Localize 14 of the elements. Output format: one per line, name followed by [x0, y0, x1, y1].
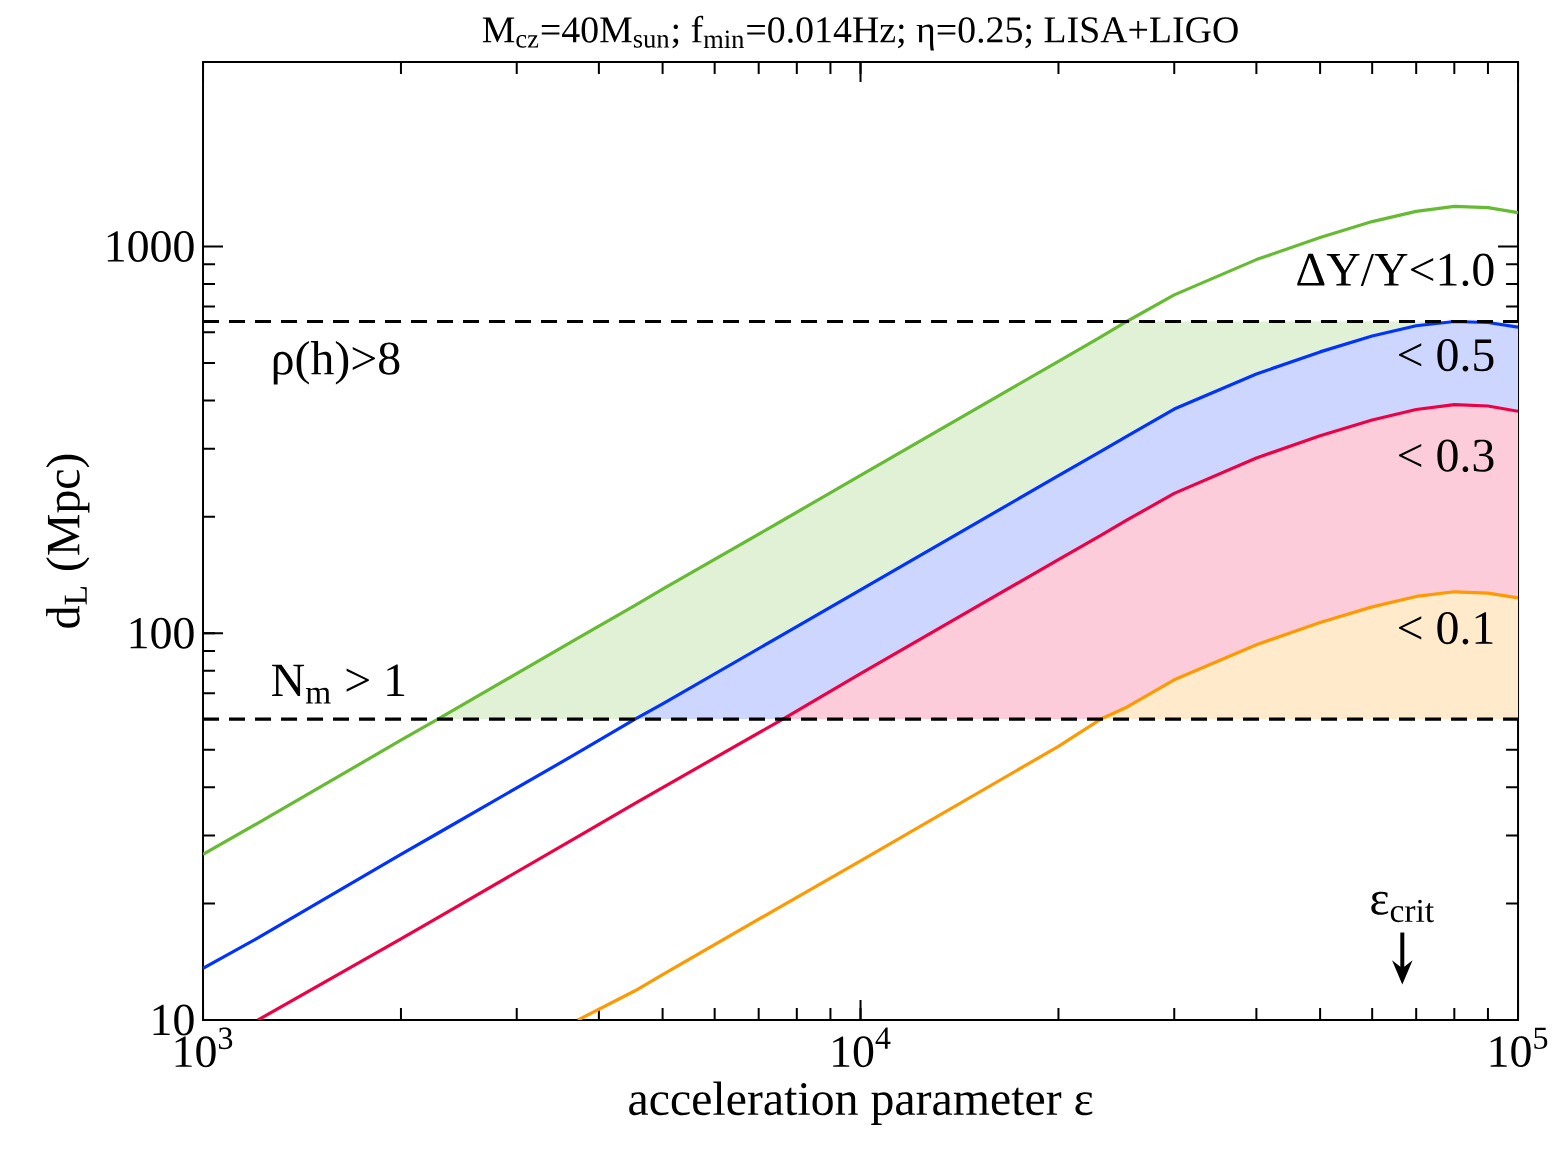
- x-axis-title: acceleration parameter ε: [629, 1081, 1093, 1125]
- annotation: < 0.3: [1398, 439, 1494, 472]
- x-tick-label: 10$^{5}$: [1490, 1027, 1548, 1068]
- y-tick-label: 100: [130, 617, 194, 649]
- annotation: ΔY/Y<1.0: [1297, 253, 1494, 287]
- ref-line-label: ρ(h)>8: [273, 341, 400, 385]
- annotation: < 0.1: [1398, 611, 1493, 645]
- ref-line-label: N$_{m}$ > 1: [272, 664, 405, 704]
- annotation: ε$_{crit}$: [1371, 891, 1434, 923]
- chart-title: M$_{cz}$=40M$_{sun}$; f$_{min}$=0.014Hz; η=0.25; LISA+LIGO: [482, 15, 1238, 51]
- y-tick-label: 1000: [107, 231, 194, 262]
- annotation: < 0.5: [1398, 338, 1494, 372]
- x-tick-label: 10$^{4}$: [833, 1027, 891, 1068]
- y-axis-title: d$_{L}$ (Mpc): [46, 454, 90, 628]
